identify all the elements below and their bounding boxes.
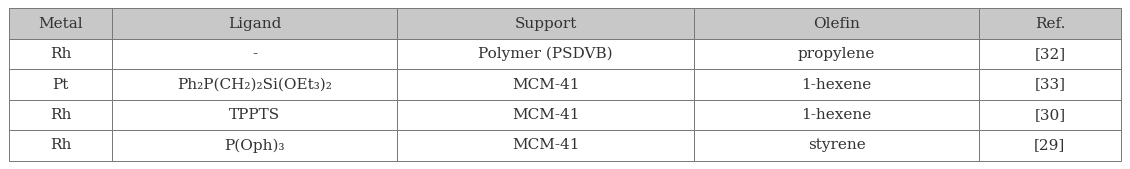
Bar xyxy=(694,100,979,130)
Bar xyxy=(694,8,979,39)
Bar xyxy=(694,39,979,69)
Text: Ligand: Ligand xyxy=(228,17,281,31)
Text: MCM-41: MCM-41 xyxy=(512,108,580,122)
Text: Ph₂P(CH₂)₂Si(OEt₃)₂: Ph₂P(CH₂)₂Si(OEt₃)₂ xyxy=(177,78,332,91)
Text: -: - xyxy=(252,47,258,61)
Text: Rh: Rh xyxy=(50,47,71,61)
Text: styrene: styrene xyxy=(808,138,866,152)
Text: Metal: Metal xyxy=(38,17,84,31)
Bar xyxy=(9,69,113,100)
Bar xyxy=(9,8,113,39)
Text: Support: Support xyxy=(514,17,576,31)
Text: [29]: [29] xyxy=(1034,138,1066,152)
Text: MCM-41: MCM-41 xyxy=(512,78,580,91)
Bar xyxy=(9,39,113,69)
Bar xyxy=(397,69,694,100)
Bar xyxy=(397,100,694,130)
Text: Rh: Rh xyxy=(50,138,71,152)
Text: MCM-41: MCM-41 xyxy=(512,138,580,152)
Bar xyxy=(9,100,113,130)
Bar xyxy=(113,8,397,39)
Text: [33]: [33] xyxy=(1034,78,1066,91)
Text: Olefin: Olefin xyxy=(814,17,860,31)
Bar xyxy=(979,100,1121,130)
Text: Pt: Pt xyxy=(53,78,69,91)
Bar xyxy=(979,39,1121,69)
Bar xyxy=(397,8,694,39)
Text: 1-hexene: 1-hexene xyxy=(801,78,871,91)
Bar xyxy=(397,130,694,161)
Bar xyxy=(113,69,397,100)
Text: Rh: Rh xyxy=(50,108,71,122)
Bar xyxy=(113,130,397,161)
Bar xyxy=(979,8,1121,39)
Text: [32]: [32] xyxy=(1034,47,1066,61)
Bar xyxy=(979,69,1121,100)
Text: TPPTS: TPPTS xyxy=(229,108,280,122)
Bar xyxy=(113,39,397,69)
Bar xyxy=(694,69,979,100)
Text: propylene: propylene xyxy=(798,47,876,61)
Bar xyxy=(694,130,979,161)
Text: P(Oph)₃: P(Oph)₃ xyxy=(225,138,285,153)
Text: 1-hexene: 1-hexene xyxy=(801,108,871,122)
Text: Polymer (PSDVB): Polymer (PSDVB) xyxy=(478,47,612,61)
Bar xyxy=(397,39,694,69)
Text: Ref.: Ref. xyxy=(1035,17,1066,31)
Text: [30]: [30] xyxy=(1034,108,1066,122)
Bar xyxy=(979,130,1121,161)
Bar xyxy=(9,130,113,161)
Bar xyxy=(113,100,397,130)
